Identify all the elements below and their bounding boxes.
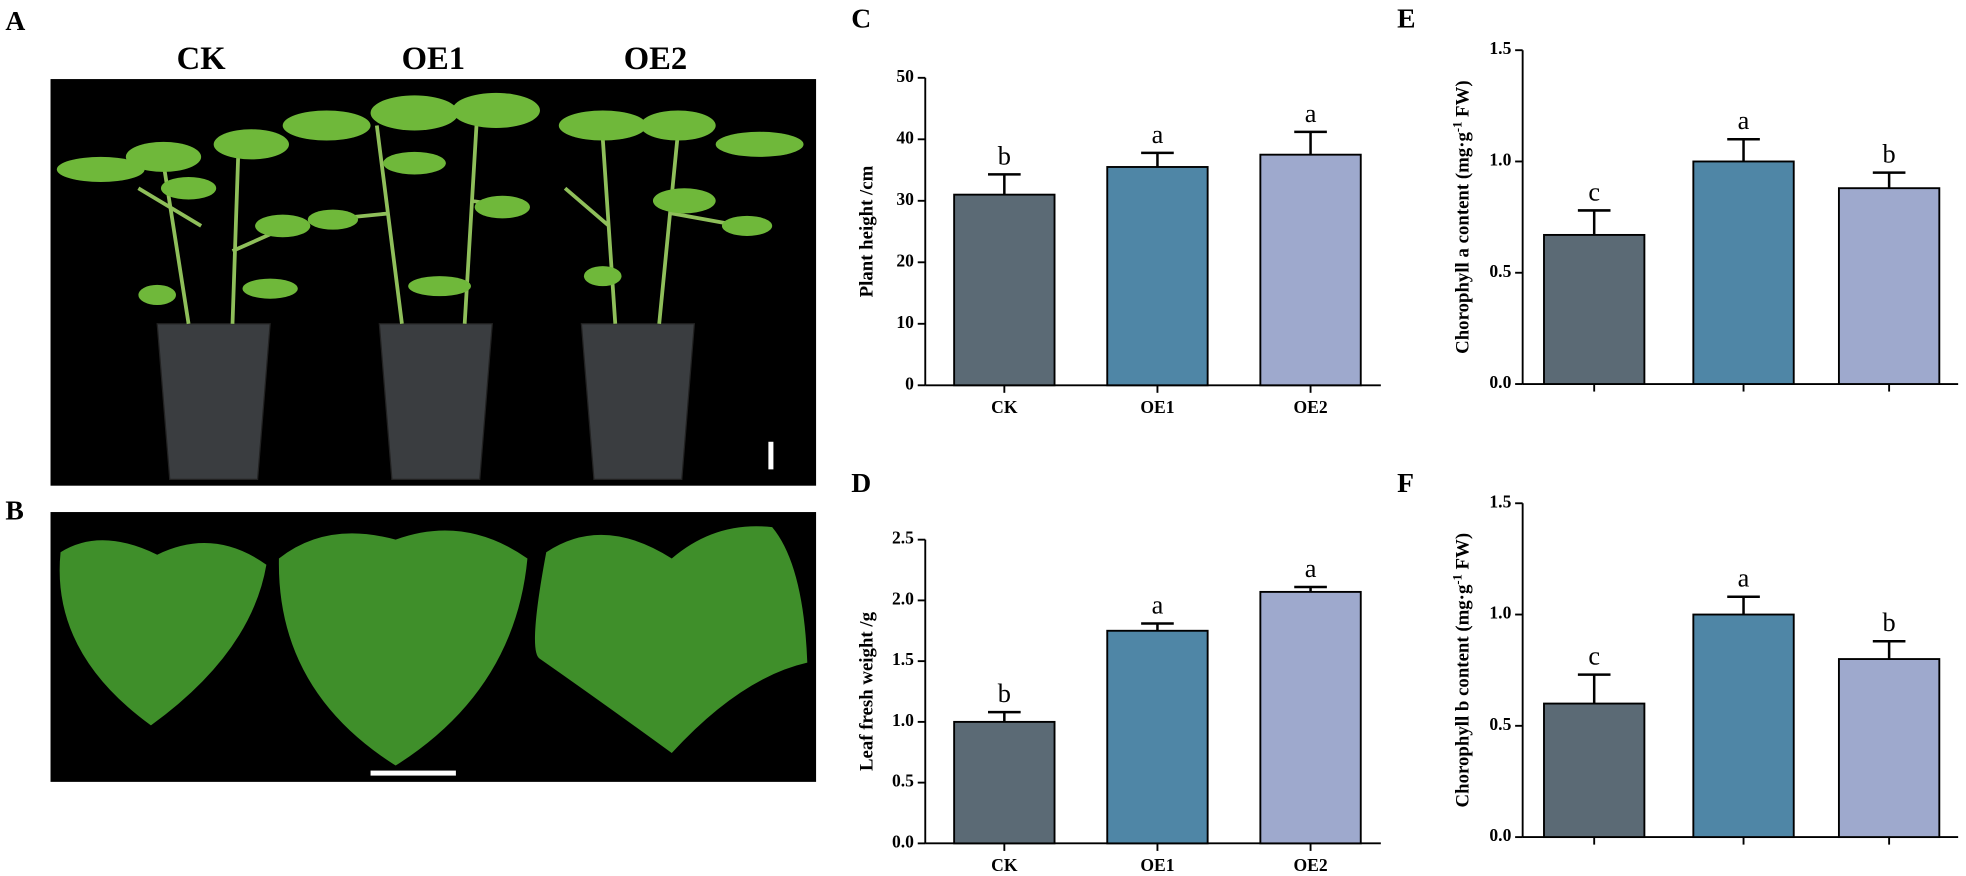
- significance-label: b: [998, 679, 1011, 708]
- y-axis-label: Plant height /cm: [857, 165, 878, 297]
- y-tick-label: 0.5: [892, 771, 914, 791]
- significance-label: a: [1738, 106, 1750, 135]
- y-tick-label: 50: [896, 66, 914, 86]
- significance-label: c: [1588, 642, 1600, 671]
- y-axis-label-part: -1: [1451, 574, 1465, 584]
- group-label: OE1: [402, 41, 465, 77]
- significance-label: b: [998, 141, 1011, 170]
- bar: [1543, 702, 1646, 839]
- significance-label: c: [1588, 177, 1600, 206]
- bar: [1837, 658, 1941, 839]
- y-tick-label: 0.0: [1489, 825, 1511, 845]
- y-tick-label: 20: [896, 250, 914, 270]
- y-tick-label: 30: [896, 189, 914, 209]
- significance-label: a: [1738, 564, 1750, 593]
- y-axis-label-part: Chorophyll b content (mg·g: [1453, 584, 1474, 807]
- y-axis-label-part: Leaf fresh weight /g: [857, 611, 878, 771]
- significance-label: a: [1305, 554, 1317, 583]
- leaf: [534, 526, 808, 754]
- group-label: CK: [177, 41, 227, 77]
- y-axis-label-part: -1: [1451, 122, 1465, 132]
- scale-bar: [370, 770, 456, 776]
- y-tick-label: 1.0: [892, 710, 914, 730]
- bar: [1259, 153, 1362, 387]
- y-axis-label-part: Chorophyll a content (mg·g: [1453, 132, 1474, 354]
- panel-label: F: [1397, 467, 1414, 498]
- y-tick-label: 1.5: [1489, 491, 1511, 511]
- x-tick-label: CK: [991, 855, 1018, 875]
- panel-label: B: [5, 495, 23, 526]
- x-tick-label: OE2: [1293, 397, 1327, 417]
- y-tick-label: 2.0: [892, 588, 914, 608]
- panel-label: C: [851, 3, 871, 34]
- y-tick-label: 1.0: [1489, 603, 1511, 623]
- bar: [953, 720, 1056, 845]
- panel-label: D: [851, 467, 871, 498]
- x-tick-label: OE1: [1140, 397, 1174, 417]
- y-tick-label: 0: [905, 373, 914, 393]
- photo-b: [50, 512, 817, 782]
- significance-label: a: [1152, 590, 1164, 619]
- leaf: [59, 540, 267, 726]
- significance-label: b: [1883, 140, 1896, 169]
- y-tick-label: 0.5: [1489, 261, 1511, 281]
- x-tick-label: OE1: [1140, 855, 1174, 875]
- bar: [1692, 160, 1795, 385]
- y-tick-label: 0.5: [1489, 714, 1511, 734]
- pot: [378, 323, 493, 481]
- y-tick-label: 1.5: [1489, 38, 1511, 58]
- y-axis-label: Chorophyll a content (mg·g-1 FW): [1451, 80, 1474, 354]
- y-tick-label: 2.5: [892, 528, 914, 548]
- bar: [1106, 166, 1209, 387]
- x-tick-label: OE2: [1293, 855, 1327, 875]
- significance-label: a: [1305, 99, 1317, 128]
- y-tick-label: 40: [896, 127, 914, 147]
- bar: [1106, 629, 1209, 845]
- scale-bar: [768, 441, 774, 470]
- significance-label: b: [1883, 608, 1896, 637]
- pot: [156, 323, 271, 481]
- bar: [953, 193, 1056, 387]
- y-tick-label: 0.0: [1489, 372, 1511, 392]
- y-axis-label-part: Plant height /cm: [857, 165, 878, 297]
- leaf: [278, 530, 528, 766]
- x-tick-label: CK: [991, 397, 1018, 417]
- bar: [1259, 590, 1362, 845]
- y-tick-label: 0.0: [892, 831, 914, 851]
- y-axis-label: Chorophyll b content (mg·g-1 FW): [1451, 533, 1474, 808]
- photo-a: [50, 79, 817, 486]
- bar: [1837, 187, 1941, 385]
- y-tick-label: 1.5: [892, 649, 914, 669]
- y-axis-label: Leaf fresh weight /g: [857, 611, 878, 771]
- significance-label: a: [1152, 120, 1164, 149]
- y-axis-label-part: FW): [1453, 533, 1474, 574]
- panel-label: E: [1397, 3, 1415, 34]
- group-label: OE2: [624, 41, 687, 77]
- pot: [580, 323, 696, 481]
- y-tick-label: 10: [896, 312, 914, 332]
- bar: [1692, 613, 1795, 839]
- panel-label: A: [5, 5, 25, 36]
- bar: [1543, 233, 1646, 385]
- y-tick-label: 1.0: [1489, 150, 1511, 170]
- y-axis-label-part: FW): [1453, 80, 1474, 121]
